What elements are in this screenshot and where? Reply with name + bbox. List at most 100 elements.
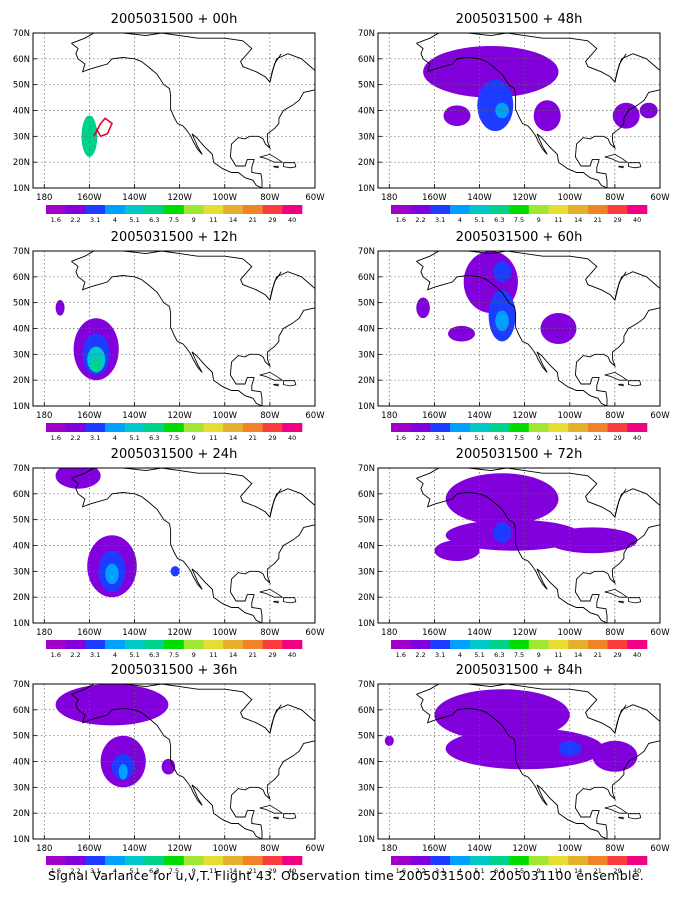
panel-title: 2005031500 + 72h [456,447,583,462]
colorbar-label: 21 [249,216,257,224]
x-tick-label: 60W [305,844,325,854]
colorbar-swatch [627,205,648,214]
y-tick-label: 10N [13,835,30,845]
colorbar-swatch [203,640,224,649]
coastline [313,468,315,469]
colorbar-label: 1.6 [51,216,61,224]
variance-blob [118,764,128,780]
panel-title: 2005031500 + 60h [456,230,583,245]
y-tick-label: 60N [358,55,375,65]
y-tick-label: 10N [13,619,30,629]
colorbar-swatch [164,423,185,432]
x-tick-label: 180 [36,628,52,638]
x-tick-label: 160W [77,411,102,421]
colorbar-label: 4 [113,867,117,875]
colorbar-swatch [65,640,86,649]
x-tick-label: 100W [557,628,582,638]
y-tick-label: 70N [358,29,375,39]
colorbar-swatch [105,423,126,432]
y-tick-label: 40N [358,107,375,117]
y-tick-label: 40N [13,325,30,335]
y-tick-label: 20N [13,158,30,168]
colorbar-label: 1.6 [396,867,406,875]
y-tick-label: 10N [13,184,30,194]
colorbar-swatch [548,856,569,865]
panel-title: 2005031500 + 24h [111,447,238,462]
map-panel: 2005031500 + 48h 10N 20N 30N 40N 50N 60N 70N 180… [358,12,670,224]
colorbar-swatch [124,640,145,649]
x-tick-label: 80W [605,411,625,421]
colorbar-label: 6.3 [494,216,504,224]
colorbar-swatch [223,423,244,432]
y-tick-label: 60N [358,706,375,716]
colorbar-swatch [164,856,185,865]
island [628,597,642,604]
coastline [71,33,315,188]
x-tick-label: 160W [77,628,102,638]
map-panel: 2005031500 + 12h 10N 20N 30N 40N 50N 60N 70N 180… [13,230,325,442]
y-tick-label: 70N [358,247,375,257]
colorbar-swatch [46,205,66,214]
y-tick-label: 40N [358,325,375,335]
colorbar-swatch [144,423,165,432]
colorbar-swatch [450,856,471,865]
variance-blob [434,689,570,741]
map-panel: 2005031500 + 72h 10N 20N 30N 40N 50N 60N 70N 180… [358,447,670,659]
colorbar-swatch [450,640,471,649]
colorbar-swatch [528,640,549,649]
y-tick-label: 50N [13,732,30,742]
colorbar-label: 9 [537,216,541,224]
colorbar-label: 6.3 [494,867,504,875]
colorbar-label: 14 [229,216,237,224]
coastline [658,251,660,252]
x-tick-label: 120W [167,844,192,854]
y-tick-label: 20N [358,158,375,168]
panel-title: 2005031500 + 36h [111,663,238,678]
y-tick-label: 30N [13,350,30,360]
x-tick-label: 180 [36,844,52,854]
colorbar-label: 6.3 [149,434,159,442]
variance-blob [495,310,509,332]
y-tick-label: 70N [358,680,375,690]
x-tick-label: 100W [212,628,237,638]
plot-area [33,468,315,623]
colorbar-swatch [164,640,185,649]
x-tick-label: 60W [650,844,670,854]
colorbar-label: 40 [288,216,296,224]
y-tick-label: 70N [358,464,375,474]
colorbar-label: 5.1 [474,216,484,224]
x-tick-label: 120W [512,628,537,638]
y-tick-label: 40N [13,107,30,117]
colorbar-swatch [607,640,628,649]
y-tick-label: 20N [13,809,30,819]
map-panel: 2005031500 + 36h 10N 20N 30N 40N 50N 60N 70N 180… [13,663,325,875]
y-tick-label: 20N [358,809,375,819]
x-tick-label: 120W [167,411,192,421]
colorbar-swatch [144,640,165,649]
plot-area [33,33,315,188]
colorbar-label: 21 [249,434,257,442]
island [628,162,642,169]
colorbar-swatch [430,423,451,432]
x-tick-label: 80W [260,628,280,638]
colorbar-label: 6.3 [494,434,504,442]
y-tick-label: 30N [358,567,375,577]
x-tick-label: 80W [260,193,280,203]
colorbar-swatch [509,640,530,649]
y-tick-label: 70N [13,680,30,690]
colorbar-swatch [528,205,549,214]
island [273,383,279,387]
x-tick-label: 160W [422,193,447,203]
x-tick-label: 160W [422,844,447,854]
variance-blob [477,79,514,132]
panel-title: 2005031500 + 00h [111,12,238,27]
variance-blob [170,566,180,577]
x-tick-label: 100W [212,193,237,203]
colorbar-swatch [46,640,66,649]
colorbar-swatch [262,640,283,649]
colorbar-swatch [183,856,204,865]
island [273,600,279,604]
colorbar-label: 6.3 [149,651,159,659]
x-tick-label: 80W [605,193,625,203]
map-panel: 2005031500 + 60h 10N 20N 30N 40N 50N 60N 70N 180… [358,230,670,442]
